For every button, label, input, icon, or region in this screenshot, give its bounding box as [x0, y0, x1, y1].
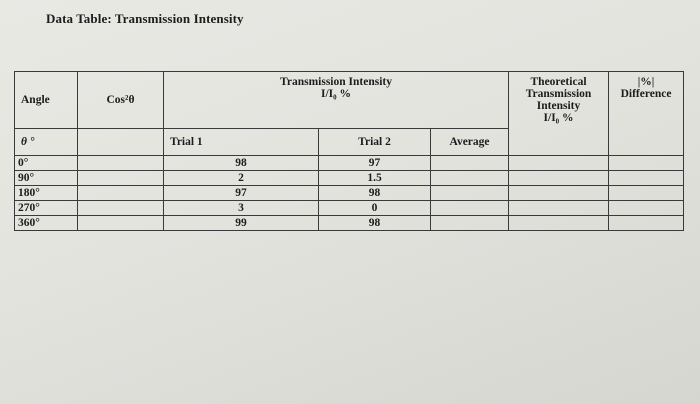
cos-cell: [77, 200, 164, 216]
angle-cell: 90°: [14, 170, 78, 186]
cos-cell: [77, 215, 164, 231]
trial1-cell: 3: [163, 200, 319, 216]
trial2-cell: 98: [318, 215, 431, 231]
document-title: Data Table: Transmission Intensity: [46, 11, 244, 26]
average-cell: [429, 215, 510, 231]
theoretical-cell: [508, 170, 610, 186]
cos-cell: [77, 170, 164, 186]
trial2-header: Trial 2: [318, 128, 431, 156]
difference-cell: [608, 170, 685, 186]
difference-cell: [608, 200, 685, 216]
difference-cell: [608, 215, 685, 231]
trial1-cell: 2: [163, 170, 319, 186]
theoretical-cell: [508, 200, 610, 216]
trial2-cell: 0: [318, 200, 431, 216]
theoretical-line-2: Transmission: [525, 88, 592, 100]
theoretical-cell: [508, 185, 610, 201]
angle-cell: 360°: [14, 215, 78, 231]
transmission-intensity-title: Transmission Intensity: [280, 76, 392, 88]
table-row: 90° 2 1.5: [14, 170, 685, 186]
table-row: 0° 98 97: [14, 155, 685, 171]
difference-line-1: |%|: [637, 76, 655, 88]
average-cell: [429, 185, 510, 201]
header-row-main: Angle Cos²θ Transmission Intensity I/I₀ …: [14, 71, 685, 156]
trial1-header: Trial 1: [163, 128, 319, 156]
difference-cell: [608, 185, 685, 201]
average-cell: [429, 155, 510, 171]
trial1-cell: 98: [163, 155, 319, 171]
cos-cell: [77, 155, 164, 171]
theoretical-line-1: Theoretical: [530, 76, 587, 88]
angle-cell: 180°: [14, 185, 78, 201]
angle-cell: 270°: [14, 200, 78, 216]
average-cell: [429, 170, 510, 186]
average-header: Average: [429, 128, 510, 156]
cos-squared-header: Cos²θ: [77, 71, 164, 129]
trial2-cell: 1.5: [318, 170, 431, 186]
theoretical-cell: [508, 155, 610, 171]
theoretical-header: Theoretical Transmission Intensity I/I₀ …: [508, 71, 610, 156]
angle-cell: 0°: [14, 155, 78, 171]
trial1-cell: 99: [163, 215, 319, 231]
difference-header: |%| Difference: [608, 71, 685, 156]
trial2-cell: 97: [318, 155, 431, 171]
theoretical-cell: [508, 215, 610, 231]
table-row: 180° 97 98: [14, 185, 685, 201]
trial1-cell: 97: [163, 185, 319, 201]
table-row: 270° 3 0: [14, 200, 685, 216]
difference-line-2: Difference: [620, 88, 672, 100]
transmission-intensity-unit: I/I₀ %: [321, 88, 351, 100]
cos-cell: [77, 185, 164, 201]
average-cell: [429, 200, 510, 216]
theta-header: θ °: [14, 128, 78, 156]
angle-header: Angle: [14, 71, 78, 129]
difference-cell: [608, 155, 685, 171]
table-row: 360° 99 98: [14, 215, 685, 231]
trial2-cell: 98: [318, 185, 431, 201]
theoretical-line-4: I/I₀ %: [543, 112, 574, 124]
transmission-data-table: Angle Cos²θ Transmission Intensity I/I₀ …: [14, 71, 685, 231]
cos-sub-header: [77, 128, 164, 156]
transmission-intensity-header: Transmission Intensity I/I₀ %: [162, 71, 510, 129]
theoretical-line-3: Intensity: [536, 100, 581, 112]
